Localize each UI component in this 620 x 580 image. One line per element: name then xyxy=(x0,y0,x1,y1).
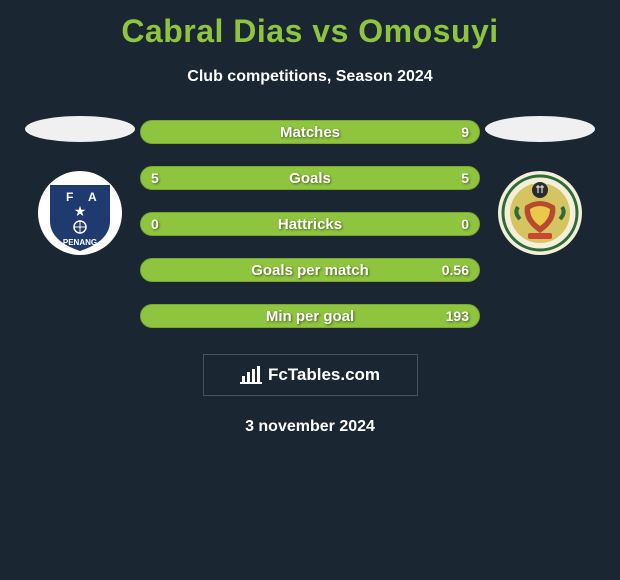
svg-text:★: ★ xyxy=(74,203,87,219)
stat-left-value: 0 xyxy=(151,216,159,232)
team-badge-right xyxy=(490,171,590,256)
svg-text:A: A xyxy=(88,190,97,204)
stats-column: Matches 9 5 Goals 5 0 Hattricks 0 Goals … xyxy=(140,120,480,328)
comparison-card: Cabral Dias vs Omosuyi Club competitions… xyxy=(0,0,620,436)
right-side xyxy=(480,116,600,256)
crest-icon xyxy=(490,171,590,256)
stat-label: Hattricks xyxy=(278,216,342,233)
left-side: F A ★ PENANG xyxy=(20,116,140,256)
team-badge-left: F A ★ PENANG xyxy=(30,171,130,256)
stat-left-value: 5 xyxy=(151,170,159,186)
stat-bar-min-per-goal: Min per goal 193 xyxy=(140,304,480,328)
stat-bar-matches: Matches 9 xyxy=(140,120,480,144)
stat-label: Matches xyxy=(280,124,340,141)
stat-bar-goals: 5 Goals 5 xyxy=(140,166,480,190)
svg-text:PENANG: PENANG xyxy=(63,238,97,247)
date-text: 3 november 2024 xyxy=(245,418,375,436)
shield-icon: F A ★ PENANG xyxy=(30,171,130,256)
main-row: F A ★ PENANG Matches 9 5 Goals 5 xyxy=(0,116,620,328)
stat-label: Goals xyxy=(289,170,331,187)
subtitle: Club competitions, Season 2024 xyxy=(187,68,432,86)
brand-box[interactable]: FcTables.com xyxy=(203,354,418,396)
stat-right-value: 5 xyxy=(461,170,469,186)
stat-bar-goals-per-match: Goals per match 0.56 xyxy=(140,258,480,282)
bar-chart-icon xyxy=(240,366,262,384)
player-silhouette-left xyxy=(25,116,135,142)
player-silhouette-right xyxy=(485,116,595,142)
stat-bar-hattricks: 0 Hattricks 0 xyxy=(140,212,480,236)
stat-right-value: 0.56 xyxy=(442,262,469,278)
svg-text:F: F xyxy=(66,190,73,204)
stat-right-value: 0 xyxy=(461,216,469,232)
stat-label: Goals per match xyxy=(251,262,369,279)
stat-right-value: 193 xyxy=(446,308,469,324)
stat-right-value: 9 xyxy=(461,124,469,140)
brand-text: FcTables.com xyxy=(268,365,380,385)
stat-label: Min per goal xyxy=(266,308,354,325)
page-title: Cabral Dias vs Omosuyi xyxy=(121,13,498,50)
